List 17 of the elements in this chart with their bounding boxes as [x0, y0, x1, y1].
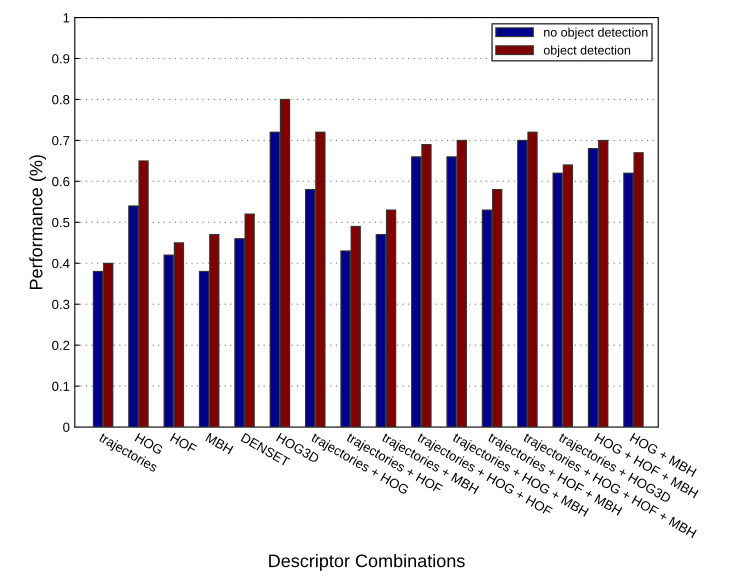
- y-tick-label: 0.9: [52, 54, 70, 64]
- y-tick-label: 0.4: [52, 258, 70, 268]
- x-tick-label: HOF: [170, 432, 198, 454]
- y-tick-label: 0.5: [52, 218, 70, 228]
- y-tick-label: 1: [64, 13, 70, 22]
- y-tick-label: 0.2: [52, 340, 70, 350]
- y-tick-label: 0.3: [52, 300, 70, 310]
- y-tick-label: 0.6: [52, 176, 70, 186]
- legend-label: no object detection: [544, 28, 648, 40]
- x-axis-title: Descriptor Combinations: [269, 554, 465, 571]
- y-tick-label: 0.8: [52, 95, 70, 104]
- legend-label: object detection: [544, 45, 630, 58]
- y-axis-title: Performance (%): [29, 155, 46, 290]
- y-tick-label: 0: [63, 422, 70, 432]
- x-tick-label: MBH: [205, 432, 234, 454]
- y-tick-label: 0.1: [52, 382, 70, 392]
- y-tick-label: 0.7: [52, 136, 70, 146]
